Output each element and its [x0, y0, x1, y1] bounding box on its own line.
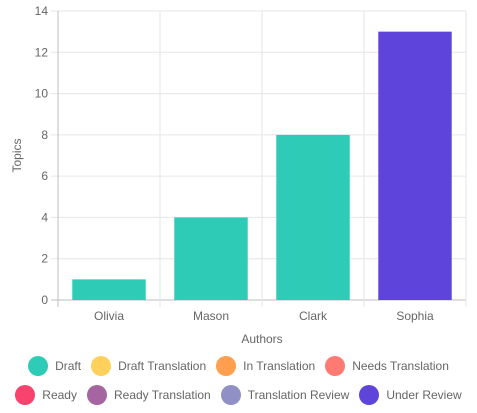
- x-tick-label: Clark: [299, 309, 328, 323]
- legend-label: Under Review: [386, 388, 462, 402]
- legend-label: Draft: [55, 359, 82, 373]
- legend-swatch: [325, 356, 346, 376]
- x-axis-label: Authors: [241, 332, 282, 346]
- legend-label: Ready: [42, 388, 77, 402]
- grid-lines: [51, 10, 467, 307]
- legend: Draft Draft Translation In Translation Need…: [0, 355, 477, 413]
- legend-swatch: [91, 356, 112, 376]
- bar: [174, 217, 248, 300]
- y-tick-label: 14: [35, 4, 49, 18]
- legend-swatch: [28, 356, 49, 376]
- x-axis-ticks: Olivia Mason Clark Sophia: [94, 309, 434, 323]
- legend-swatch: [15, 385, 36, 405]
- bar: [378, 31, 452, 301]
- y-tick-label: 6: [41, 169, 48, 183]
- legend-label: Needs Translation: [352, 359, 449, 373]
- legend-swatch: [86, 385, 107, 405]
- legend-item[interactable]: Ready: [15, 385, 77, 405]
- bar: [276, 134, 350, 300]
- y-tick-label: 4: [41, 210, 48, 224]
- bars: [72, 31, 452, 301]
- y-tick-label: 10: [35, 87, 49, 101]
- bar-chart: 0 2 4 6 8 10 12 14 Olivia Mason Clark Sophia Topic…: [10, 4, 467, 346]
- y-axis-label: Topics: [10, 138, 24, 172]
- legend-label: In Translation: [243, 359, 316, 373]
- legend-row: Ready Ready Translation Translation Review…: [0, 384, 477, 406]
- legend-label: Ready Translation: [113, 388, 211, 402]
- legend-item[interactable]: Under Review: [359, 385, 462, 405]
- bar: [72, 279, 146, 300]
- legend-item[interactable]: Draft Translation: [91, 356, 206, 376]
- x-tick-label: Sophia: [396, 309, 434, 323]
- y-tick-label: 0: [41, 293, 48, 307]
- x-tick-label: Mason: [193, 309, 229, 323]
- x-tick-label: Olivia: [94, 309, 124, 323]
- legend-swatch: [216, 356, 237, 376]
- legend-item[interactable]: Needs Translation: [325, 356, 449, 376]
- legend-item[interactable]: Translation Review: [220, 385, 350, 405]
- legend-swatch: [359, 385, 380, 405]
- legend-item[interactable]: Ready Translation: [86, 385, 211, 405]
- y-axis-ticks: 0 2 4 6 8 10 12 14: [35, 4, 49, 307]
- legend-row: Draft Draft Translation In Translation Need…: [0, 355, 477, 377]
- y-tick-label: 2: [41, 252, 48, 266]
- legend-label: Draft Translation: [118, 359, 207, 373]
- y-tick-label: 12: [35, 45, 49, 59]
- y-tick-label: 8: [41, 128, 48, 142]
- legend-swatch: [220, 385, 241, 405]
- legend-label: Translation Review: [247, 388, 350, 402]
- legend-item[interactable]: Draft: [28, 356, 81, 376]
- legend-item[interactable]: In Translation: [216, 356, 315, 376]
